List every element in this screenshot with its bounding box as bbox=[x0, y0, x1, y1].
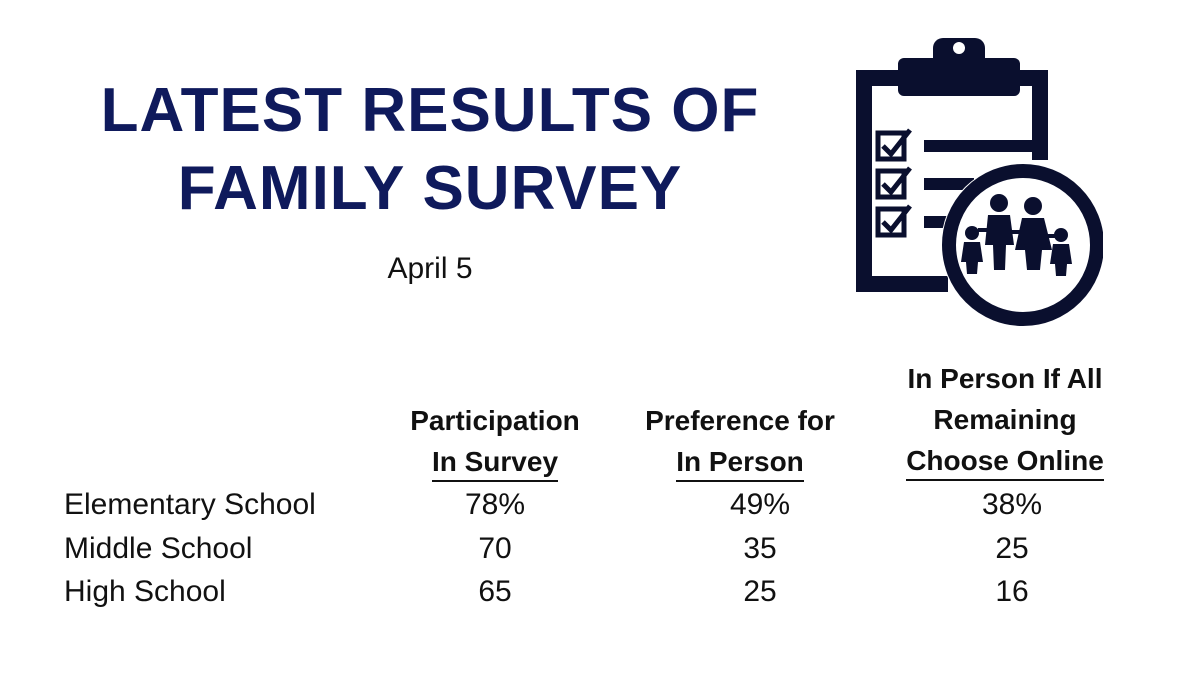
table-cell: 38% bbox=[981, 488, 1043, 521]
title-line-2: FAMILY SURVEY bbox=[177, 154, 683, 223]
row-label: High School bbox=[64, 575, 226, 608]
table-cell: 25 bbox=[995, 532, 1029, 565]
table-cell: 70 bbox=[478, 532, 512, 565]
column-header-participation-line-1: Participation bbox=[410, 405, 580, 436]
table-row: High School 65 25 16 bbox=[0, 575, 1200, 619]
column-header-preference: Preference for In Person bbox=[620, 400, 860, 482]
row-label: Middle School bbox=[64, 532, 253, 565]
column-header-preference-line-2: In Person bbox=[676, 444, 804, 482]
table-cell: 49% bbox=[729, 488, 791, 521]
table-cell: 78% bbox=[464, 488, 526, 521]
column-header-participation-line-2: In Survey bbox=[431, 444, 559, 482]
table-cell: 65 bbox=[478, 575, 512, 608]
column-header-remaining-online-line-2: Remaining bbox=[933, 404, 1077, 435]
title-line-1: LATEST RESULTS OF bbox=[100, 76, 760, 145]
page-title: LATEST RESULTS OF FAMILY SURVEY bbox=[60, 72, 800, 228]
row-label: Elementary School bbox=[64, 488, 316, 521]
table-row: Elementary School 78% 49% 38% bbox=[0, 488, 1200, 532]
column-header-remaining-online-line-1: In Person If All bbox=[907, 363, 1103, 394]
survey-date: April 5 bbox=[387, 252, 473, 285]
column-header-remaining-online: In Person If All Remaining Choose Online bbox=[880, 358, 1130, 481]
table-cell: 35 bbox=[743, 532, 777, 565]
column-header-preference-line-1: Preference for bbox=[645, 405, 835, 436]
clipboard-family-icon bbox=[838, 30, 1103, 330]
table-row: Middle School 70 35 25 bbox=[0, 532, 1200, 576]
column-header-remaining-online-line-3: Choose Online bbox=[906, 443, 1104, 481]
column-header-participation: Participation In Survey bbox=[380, 400, 610, 482]
table-cell: 16 bbox=[995, 575, 1029, 608]
table-cell: 25 bbox=[743, 575, 777, 608]
